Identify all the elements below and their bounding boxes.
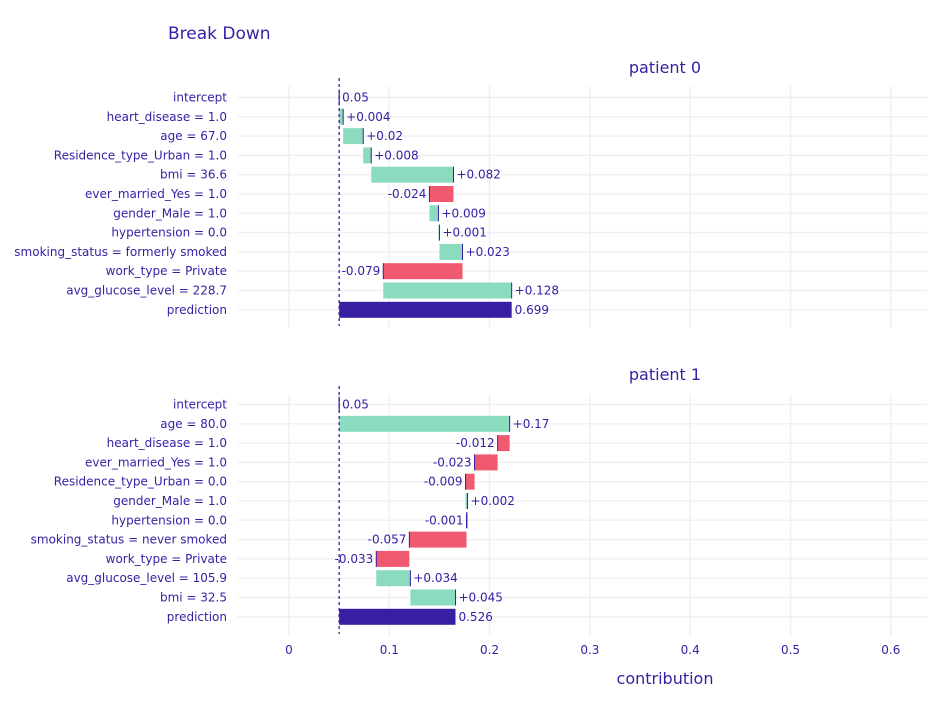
row-label: intercept — [173, 91, 227, 105]
row-label: intercept — [173, 398, 227, 412]
chart-title: Break Down — [168, 24, 271, 44]
value-label: +0.002 — [471, 494, 515, 508]
value-label: +0.082 — [456, 168, 500, 182]
row-label: age = 67.0 — [160, 129, 227, 143]
row-label: work_type = Private — [106, 264, 227, 278]
value-label: -0.024 — [388, 187, 427, 201]
value-label: -0.001 — [425, 513, 464, 527]
positive-bar — [363, 147, 372, 164]
prediction-bar — [339, 608, 456, 625]
x-axis-label: contribution — [617, 669, 714, 688]
row-label: ever_married_Yes = 1.0 — [85, 455, 227, 469]
row-label: heart_disease = 1.0 — [107, 110, 227, 124]
value-label: +0.004 — [346, 110, 390, 124]
negative-bar — [429, 186, 454, 202]
row-label: age = 80.0 — [160, 417, 227, 431]
row-label: work_type = Private — [106, 552, 227, 566]
row-label: gender_Male = 1.0 — [113, 206, 227, 220]
row-label: prediction — [167, 303, 227, 317]
positive-bar — [339, 415, 510, 432]
row-label: gender_Male = 1.0 — [113, 494, 227, 508]
positive-bar — [410, 589, 456, 606]
row-label: Residence_type_Urban = 0.0 — [54, 475, 227, 489]
bars-layer — [338, 78, 513, 634]
positive-bar — [339, 108, 344, 125]
positive-bar — [383, 282, 512, 299]
value-label: -0.057 — [368, 533, 407, 547]
value-label: 0.699 — [515, 303, 549, 317]
value-label: +0.045 — [458, 591, 502, 605]
row-label: prediction — [167, 610, 227, 624]
value-label: 0.526 — [458, 610, 492, 624]
prediction-bar — [339, 301, 512, 318]
value-label: -0.023 — [433, 455, 472, 469]
negative-bar — [465, 473, 475, 490]
value-label: -0.033 — [335, 552, 374, 566]
x-tick-label: 0.6 — [881, 643, 900, 657]
row-label: bmi = 32.5 — [160, 591, 227, 605]
row-label: hypertension = 0.0 — [111, 513, 227, 527]
value-label: +0.023 — [466, 245, 510, 259]
row-label: ever_married_Yes = 1.0 — [85, 187, 227, 201]
value-label: 0.05 — [342, 398, 369, 412]
positive-bar — [376, 570, 411, 587]
negative-bar — [474, 454, 498, 471]
negative-bar — [409, 531, 467, 548]
value-label: +0.008 — [374, 148, 418, 162]
row-label: bmi = 36.6 — [160, 168, 227, 182]
row-label: Residence_type_Urban = 1.0 — [54, 148, 227, 162]
x-tick-label: 0.2 — [480, 643, 499, 657]
positive-bar — [371, 166, 454, 183]
positive-bar — [465, 493, 468, 509]
value-label: -0.009 — [424, 475, 463, 489]
negative-bar — [383, 263, 463, 280]
grid-layer — [238, 86, 927, 636]
positive-bar — [439, 243, 463, 260]
positive-bar — [429, 205, 439, 222]
x-tick-label: 0 — [285, 643, 293, 657]
row-label: hypertension = 0.0 — [111, 226, 227, 240]
value-label: +0.034 — [413, 571, 457, 585]
row-label: smoking_status = formerly smoked — [14, 245, 227, 259]
value-label: +0.17 — [513, 417, 550, 431]
negative-bar — [497, 435, 510, 452]
value-label: +0.001 — [442, 226, 486, 240]
value-label: -0.079 — [342, 264, 381, 278]
row-label: heart_disease = 1.0 — [107, 436, 227, 450]
negative-bar — [466, 512, 468, 529]
panel-title: patient 1 — [629, 365, 701, 384]
row-label: avg_glucose_level = 105.9 — [66, 571, 227, 585]
x-tick-label: 0.4 — [681, 643, 700, 657]
value-label: +0.009 — [441, 206, 485, 220]
row-label: avg_glucose_level = 228.7 — [66, 284, 227, 298]
x-tick-label: 0.1 — [380, 643, 399, 657]
x-tick-label: 0.3 — [580, 643, 599, 657]
value-label: +0.128 — [515, 284, 559, 298]
panel-title: patient 0 — [629, 58, 701, 77]
negative-bar — [376, 550, 410, 567]
value-label: -0.012 — [456, 436, 495, 450]
positive-bar — [343, 128, 364, 145]
x-tick-label: 0.5 — [781, 643, 800, 657]
value-label: 0.05 — [342, 91, 369, 105]
row-label: smoking_status = never smoked — [31, 533, 227, 547]
text-layer: Break Down contribution patient 0 interce… — [14, 24, 900, 688]
value-label: +0.02 — [366, 129, 403, 143]
